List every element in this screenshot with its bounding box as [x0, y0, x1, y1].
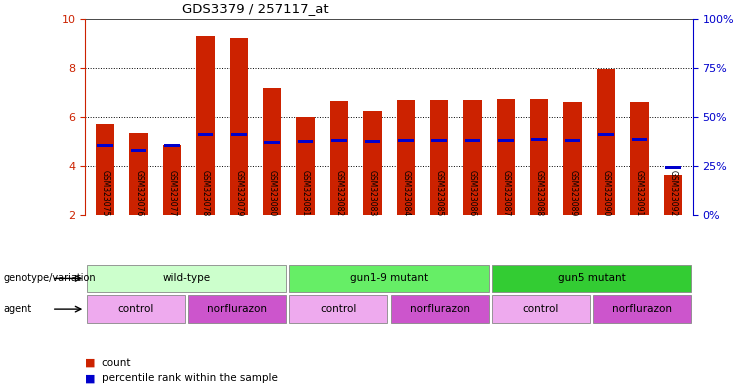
- Bar: [198, 132, 213, 136]
- Text: control: control: [320, 304, 356, 314]
- Bar: [496, 99, 515, 215]
- Bar: [492, 265, 691, 292]
- Text: GSM323086: GSM323086: [468, 170, 477, 216]
- Bar: [465, 139, 480, 142]
- Bar: [331, 139, 347, 142]
- Text: norflurazon: norflurazon: [410, 304, 470, 314]
- Bar: [230, 38, 248, 215]
- Bar: [290, 295, 388, 323]
- Text: wild-type: wild-type: [162, 273, 210, 283]
- Text: gun1-9 mutant: gun1-9 mutant: [350, 273, 428, 283]
- Bar: [463, 100, 482, 215]
- Text: GSM323083: GSM323083: [368, 170, 377, 216]
- Bar: [665, 166, 680, 169]
- Text: GSM323084: GSM323084: [401, 170, 411, 216]
- Bar: [188, 295, 286, 323]
- Text: GSM323081: GSM323081: [301, 170, 310, 216]
- Bar: [163, 145, 182, 215]
- Bar: [87, 295, 185, 323]
- Bar: [631, 137, 647, 141]
- Bar: [296, 117, 315, 215]
- Bar: [492, 295, 590, 323]
- Bar: [330, 101, 348, 215]
- Bar: [598, 132, 614, 136]
- Bar: [531, 137, 547, 141]
- Text: GSM323087: GSM323087: [502, 170, 511, 216]
- Text: GSM323080: GSM323080: [268, 170, 276, 216]
- Text: norflurazon: norflurazon: [612, 304, 672, 314]
- Bar: [130, 133, 147, 215]
- Text: GSM323075: GSM323075: [101, 170, 110, 216]
- Text: gun5 mutant: gun5 mutant: [558, 273, 625, 283]
- Bar: [290, 265, 488, 292]
- Text: control: control: [118, 304, 154, 314]
- Bar: [631, 103, 648, 215]
- Text: GDS3379 / 257117_at: GDS3379 / 257117_at: [182, 2, 328, 15]
- Text: GSM323082: GSM323082: [334, 170, 343, 216]
- Text: GSM323089: GSM323089: [568, 170, 577, 216]
- Bar: [431, 139, 447, 142]
- Bar: [530, 99, 548, 215]
- Bar: [131, 149, 147, 152]
- Bar: [565, 139, 580, 142]
- Bar: [563, 103, 582, 215]
- Text: GSM323079: GSM323079: [234, 170, 243, 216]
- Bar: [664, 175, 682, 215]
- Bar: [597, 70, 615, 215]
- Text: GSM323077: GSM323077: [167, 170, 176, 216]
- Bar: [231, 132, 247, 136]
- Bar: [96, 124, 114, 215]
- Text: ■: ■: [85, 358, 96, 368]
- Bar: [398, 139, 413, 142]
- Bar: [430, 100, 448, 215]
- Bar: [594, 295, 691, 323]
- Bar: [98, 144, 113, 147]
- Text: percentile rank within the sample: percentile rank within the sample: [102, 373, 277, 383]
- Bar: [391, 295, 488, 323]
- Text: GSM323085: GSM323085: [435, 170, 444, 216]
- Text: count: count: [102, 358, 131, 368]
- Bar: [396, 100, 415, 215]
- Bar: [265, 141, 280, 144]
- Text: norflurazon: norflurazon: [207, 304, 267, 314]
- Bar: [263, 88, 282, 215]
- Bar: [298, 140, 313, 143]
- Bar: [365, 140, 380, 143]
- Text: GSM323076: GSM323076: [134, 170, 143, 216]
- Text: GSM323078: GSM323078: [201, 170, 210, 216]
- Text: GSM323092: GSM323092: [668, 170, 677, 216]
- Bar: [196, 36, 215, 215]
- Text: control: control: [522, 304, 559, 314]
- Text: GSM323088: GSM323088: [535, 170, 544, 216]
- Text: ■: ■: [85, 373, 96, 383]
- Text: GSM323090: GSM323090: [602, 170, 611, 216]
- Bar: [498, 139, 514, 142]
- Text: agent: agent: [4, 304, 32, 314]
- Bar: [87, 265, 286, 292]
- Bar: [165, 144, 180, 147]
- Bar: [363, 111, 382, 215]
- Text: GSM323091: GSM323091: [635, 170, 644, 216]
- Text: genotype/variation: genotype/variation: [4, 273, 96, 283]
